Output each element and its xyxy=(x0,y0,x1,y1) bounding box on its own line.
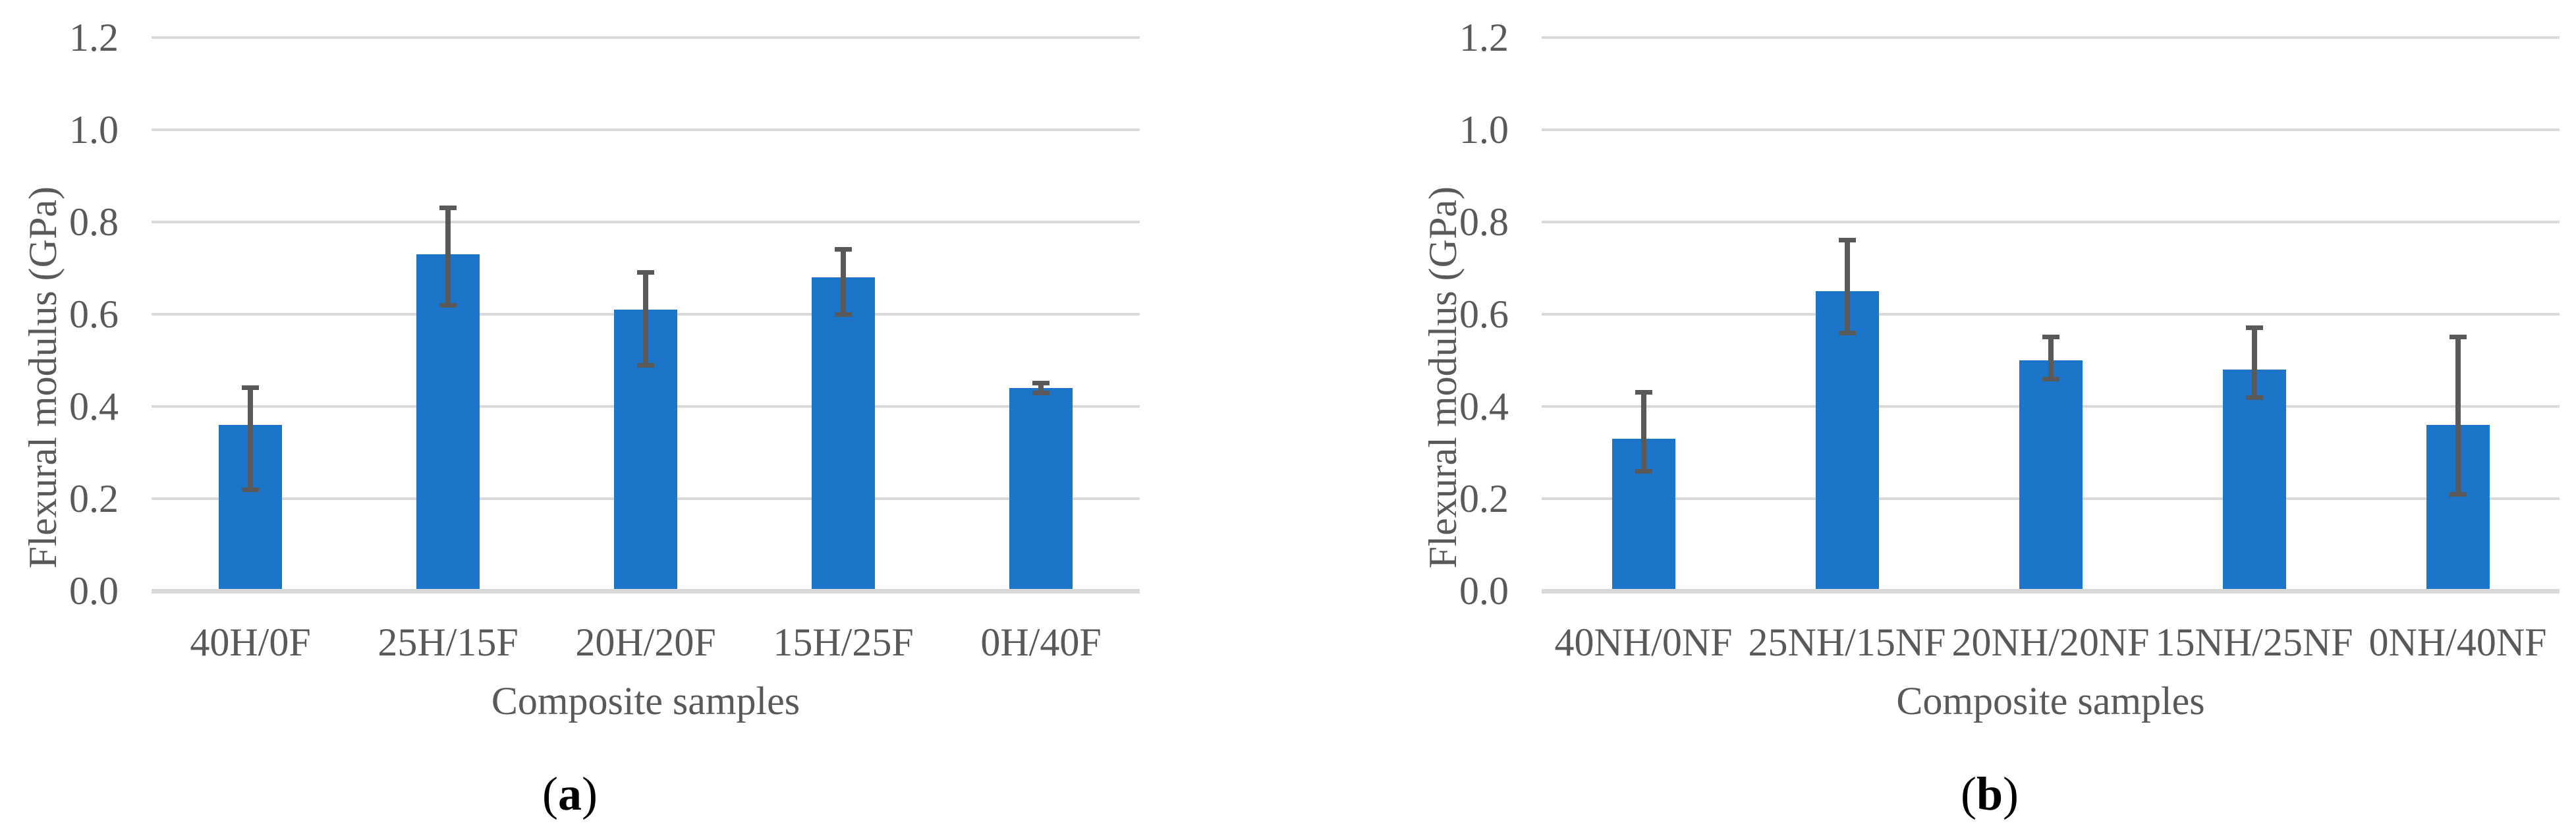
x-category-label: 25H/15F xyxy=(378,621,518,664)
caption-close-paren: ) xyxy=(582,767,598,820)
y-tick-label: 0.8 xyxy=(1459,200,1509,244)
y-tick-label: 0.0 xyxy=(1459,569,1509,613)
y-tick-label: 0.8 xyxy=(69,200,119,244)
error-bar-bottom-cap xyxy=(1838,331,1856,335)
x-category-label: 20NH/20NF xyxy=(1951,621,2150,664)
x-category-label: 20H/20F xyxy=(575,621,716,664)
panel-caption: (b) xyxy=(1420,764,2560,823)
y-tick-label: 0.2 xyxy=(1459,477,1509,520)
bar xyxy=(812,277,875,593)
gridline xyxy=(1542,221,2560,223)
error-bar-top-cap xyxy=(242,385,259,390)
chart-panel-b: Flexural modulus (GPa) 0.0 0.2 0.4 0.6 0.8 1.… xyxy=(1288,0,2576,834)
error-bar-top-cap xyxy=(1032,381,1050,385)
error-bar-top-cap xyxy=(1838,238,1856,242)
bar xyxy=(2019,360,2083,593)
gridline xyxy=(1542,36,2560,39)
chart-panel-a: Flexural modulus (GPa) 0.0 0.2 0.4 0.6 0.8 1.… xyxy=(0,16,1140,823)
error-bar-bottom-cap xyxy=(835,312,852,317)
error-bar-whisker xyxy=(1844,240,1850,333)
x-axis-title: Composite samples xyxy=(491,679,800,723)
y-tick-label: 1.2 xyxy=(1459,16,1509,59)
x-category-label: 0NH/40NF xyxy=(2368,621,2547,664)
caption-close-paren: ) xyxy=(2003,767,2019,820)
error-bar-bottom-cap xyxy=(1032,391,1050,395)
y-tick-label: 0.4 xyxy=(1459,385,1509,428)
error-bar-top-cap xyxy=(637,270,654,275)
bar xyxy=(2222,370,2286,593)
y-tick-label: 0.4 xyxy=(69,385,119,428)
y-tick-label: 1.2 xyxy=(69,16,119,59)
gridline xyxy=(1542,128,2560,131)
caption-letter: b xyxy=(1976,767,2003,820)
x-category-label: 15NH/25NF xyxy=(2155,621,2353,664)
y-tick-label: 1.0 xyxy=(69,108,119,152)
error-bar-top-cap xyxy=(2449,335,2467,339)
bar xyxy=(416,254,480,593)
y-tick-label: 1.0 xyxy=(1459,108,1509,152)
error-bar-top-cap xyxy=(439,206,457,210)
error-bar-whisker xyxy=(445,208,451,305)
y-tick-label: 0.0 xyxy=(69,569,119,613)
error-bar-whisker xyxy=(841,250,846,314)
caption-letter: a xyxy=(558,767,582,820)
x-axis-line xyxy=(152,589,1140,594)
panel-caption: (a) xyxy=(0,764,1140,823)
error-bar-top-cap xyxy=(2245,325,2263,330)
y-tick-label: 0.6 xyxy=(1459,292,1509,336)
error-bar-whisker xyxy=(2048,337,2054,379)
error-bar-bottom-cap xyxy=(637,363,654,368)
error-bar-bottom-cap xyxy=(2245,395,2263,400)
error-bar-whisker xyxy=(2251,328,2257,397)
bar xyxy=(1009,388,1073,593)
x-category-label: 40H/0F xyxy=(190,621,311,664)
x-category-label: 15H/25F xyxy=(773,621,914,664)
bar xyxy=(1815,291,1879,593)
error-bar-bottom-cap xyxy=(439,303,457,308)
gridline xyxy=(152,128,1140,131)
gridline xyxy=(152,221,1140,223)
caption-open-paren: ( xyxy=(1960,767,1976,820)
error-bar-top-cap xyxy=(835,247,852,252)
x-axis-title: Composite samples xyxy=(1896,679,2205,723)
error-bar-top-cap xyxy=(2042,335,2059,339)
gridline xyxy=(152,36,1140,39)
error-bar-top-cap xyxy=(1635,390,1652,395)
error-bar-whisker xyxy=(248,388,253,489)
x-category-label: 40NH/0NF xyxy=(1554,621,1733,664)
y-tick-label: 0.2 xyxy=(69,477,119,520)
y-tick-label: 0.6 xyxy=(69,292,119,336)
x-category-label: 25NH/15NF xyxy=(1748,621,1946,664)
x-axis-line xyxy=(1542,589,2560,594)
error-bar-bottom-cap xyxy=(1635,469,1652,474)
error-bar-whisker xyxy=(1038,383,1044,393)
error-bar-whisker xyxy=(643,273,648,365)
caption-open-paren: ( xyxy=(542,767,558,820)
x-category-label: 0H/40F xyxy=(980,621,1102,664)
error-bar-bottom-cap xyxy=(2042,377,2059,381)
error-bar-bottom-cap xyxy=(242,487,259,492)
gridline xyxy=(1542,313,2560,316)
error-bar-whisker xyxy=(1640,393,1646,471)
error-bar-bottom-cap xyxy=(2449,492,2467,497)
error-bar-whisker xyxy=(2455,337,2461,494)
